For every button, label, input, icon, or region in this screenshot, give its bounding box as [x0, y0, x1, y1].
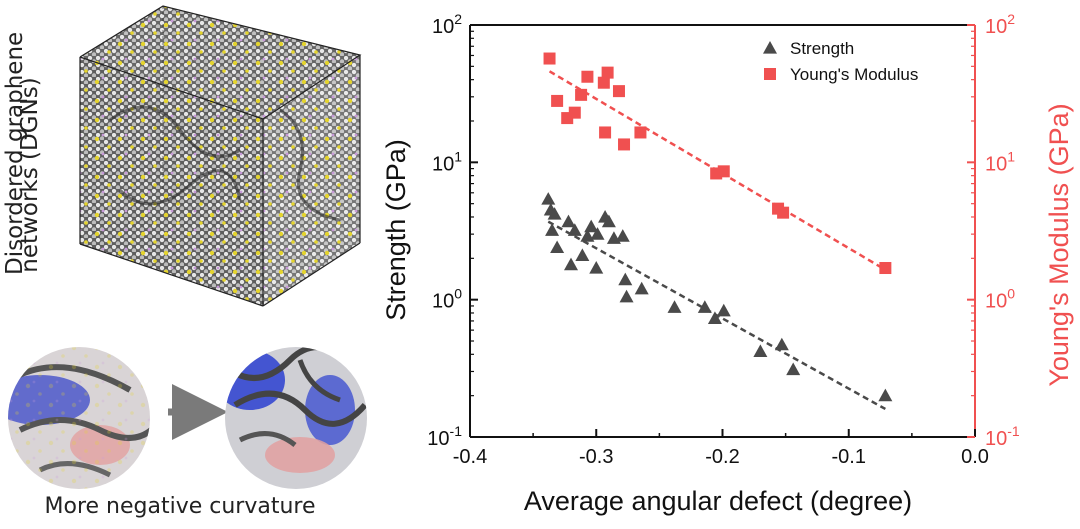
modulus-point [575, 88, 588, 101]
strength-point [601, 214, 616, 228]
graphene-illustration [8, 5, 367, 489]
modulus-point [612, 85, 625, 98]
strength-point [634, 281, 649, 295]
modulus-point [543, 52, 556, 65]
strength-point [618, 272, 633, 286]
strength-point [697, 300, 712, 313]
x-axis-label: Average angular defect (degree) [524, 486, 912, 516]
legend-label: Strength [790, 39, 854, 58]
strength-point [547, 207, 562, 220]
y-tick-label: 10-1 [427, 423, 462, 450]
modulus-point [717, 165, 730, 178]
legend-label: Young's Modulus [790, 65, 918, 84]
x-tick-label: -0.4 [453, 446, 487, 468]
strength-point [707, 311, 722, 325]
strength-point [541, 192, 556, 205]
fit-lines [547, 70, 886, 411]
y-tick-label: 102 [432, 11, 462, 38]
chart-legend: Strength Young's Modulus [763, 39, 918, 84]
strength-point [589, 261, 604, 274]
y-tick-label: 100 [432, 286, 462, 313]
strength-point [619, 289, 634, 303]
x-tick-label: -0.1 [832, 446, 866, 468]
modulus-point [551, 94, 564, 107]
y-tick-label: 101 [432, 148, 462, 175]
y2-tick-label: 101 [985, 148, 1015, 175]
y2-axis-label: Young's Modulus (GPa) [1044, 103, 1074, 386]
x-tick-label: -0.3 [579, 446, 613, 468]
strength-point [564, 257, 578, 271]
x-tick-label: 0.0 [961, 446, 989, 468]
strength-point [878, 388, 893, 402]
strength-point [561, 214, 576, 228]
curvature-sphere-low [8, 347, 150, 489]
modulus-point [601, 66, 614, 79]
modulus-point [597, 76, 610, 89]
data-points [541, 52, 893, 402]
strength-point [584, 219, 599, 233]
modulus-point [581, 70, 594, 83]
y2-tick-label: 10-1 [985, 423, 1020, 450]
strength-point [590, 227, 605, 240]
modulus-point [568, 106, 581, 119]
legend-strength-marker [763, 41, 777, 54]
strength-point [545, 223, 560, 236]
strength-point [753, 344, 768, 358]
graphene-cube [79, 5, 362, 307]
modulus-point [599, 126, 612, 139]
legend-modulus-marker [764, 68, 776, 80]
strength-point [580, 229, 595, 242]
x-tick-label: -0.2 [705, 446, 739, 468]
modulus-point [618, 138, 631, 151]
y2-tick-label: 100 [985, 286, 1015, 313]
strength-point [667, 300, 682, 313]
strength-point [567, 223, 582, 236]
strength-point [550, 240, 565, 254]
modulus-point [777, 206, 790, 219]
y-axis-label: Strength (GPa) [381, 139, 411, 321]
modulus-point [634, 126, 647, 139]
strength-point [716, 303, 731, 317]
strength-point [786, 362, 801, 376]
curvature-caption: More negative curvature [44, 494, 316, 519]
strength-point [774, 337, 789, 351]
modulus-point [879, 262, 892, 275]
y2-tick-label: 102 [985, 11, 1015, 38]
strength-point [615, 229, 630, 242]
strength-point [575, 248, 590, 262]
